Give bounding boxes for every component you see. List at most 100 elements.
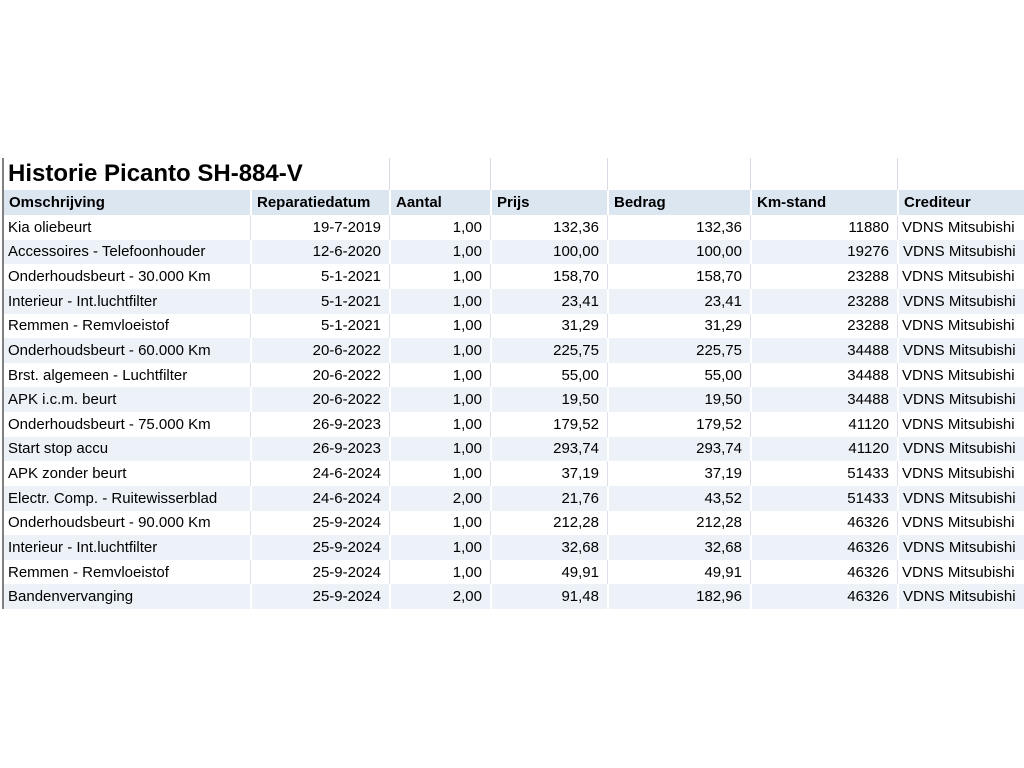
table-cell[interactable]: 19-7-2019 [250,215,389,240]
table-cell[interactable]: VDNS Mitsubishi [897,288,1024,314]
table-cell[interactable]: 158,70 [607,264,750,289]
column-header-bedrag[interactable]: Bedrag [607,190,750,215]
table-cell[interactable]: 19,50 [490,387,607,412]
table-cell[interactable]: 26-9-2023 [250,436,389,462]
table-cell[interactable]: 91,48 [490,584,607,609]
table-cell[interactable]: 212,28 [607,510,750,536]
table-cell[interactable]: 132,36 [490,215,607,240]
table-cell[interactable]: VDNS Mitsubishi [897,412,1024,437]
table-cell[interactable]: VDNS Mitsubishi [897,436,1024,462]
column-header-omschrijving[interactable]: Omschrijving [9,194,105,211]
table-cell[interactable]: 1,00 [389,288,490,314]
table-cell[interactable]: 31,29 [490,313,607,339]
table-cell[interactable]: 23,41 [490,288,607,314]
table-cell[interactable]: VDNS Mitsubishi [897,485,1024,511]
table-cell[interactable]: Bandenvervanging [8,588,134,606]
table-cell[interactable]: 55,00 [607,362,750,388]
column-header-crediteur[interactable]: Crediteur [897,190,1024,215]
table-cell[interactable]: 20-6-2022 [250,338,389,363]
table-cell[interactable]: VDNS Mitsubishi [897,387,1024,412]
table-cell[interactable]: 43,52 [607,485,750,511]
table-cell[interactable]: VDNS Mitsubishi [897,362,1024,388]
table-cell[interactable]: APK zonder beurt [8,465,127,483]
table-cell[interactable]: 51433 [750,461,897,486]
table-cell[interactable]: 225,75 [607,338,750,363]
table-cell[interactable]: Kia oliebeurt [8,218,92,236]
sheet-title[interactable]: Historie Picanto SH-884-V [8,160,303,187]
table-cell[interactable]: 293,74 [490,436,607,462]
table-cell[interactable]: 37,19 [607,461,750,486]
table-cell[interactable]: VDNS Mitsubishi [897,239,1024,265]
table-cell[interactable]: VDNS Mitsubishi [897,510,1024,536]
table-cell[interactable]: 23288 [750,264,897,289]
table-cell[interactable]: 34488 [750,338,897,363]
table-cell[interactable]: 225,75 [490,338,607,363]
table-cell[interactable]: Interieur - Int.luchtfilter [8,538,158,556]
table-cell[interactable]: 1,00 [389,313,490,339]
table-cell[interactable]: 100,00 [490,239,607,265]
table-cell[interactable]: 55,00 [490,362,607,388]
column-header-reparatiedatum[interactable]: Reparatiedatum [250,190,389,215]
table-cell[interactable]: Brst. algemeen - Luchtfilter [8,366,188,384]
table-cell[interactable]: 25-9-2024 [250,535,389,560]
table-cell[interactable]: 46326 [750,535,897,560]
table-cell[interactable]: 12-6-2020 [250,239,389,265]
table-cell[interactable]: Start stop accu [8,440,109,458]
table-cell[interactable]: VDNS Mitsubishi [897,313,1024,339]
table-cell[interactable]: VDNS Mitsubishi [897,215,1024,240]
column-header-prijs[interactable]: Prijs [490,190,607,215]
table-cell[interactable]: APK i.c.m. beurt [8,391,117,409]
table-cell[interactable]: 5-1-2021 [250,288,389,314]
table-cell[interactable]: 2,00 [389,584,490,609]
table-cell[interactable]: 41120 [750,436,897,462]
table-cell[interactable]: 5-1-2021 [250,313,389,339]
table-cell[interactable]: 37,19 [490,461,607,486]
table-cell[interactable]: 1,00 [389,338,490,363]
table-cell[interactable]: VDNS Mitsubishi [897,264,1024,289]
table-cell[interactable]: 11880 [750,215,897,240]
table-cell[interactable]: 179,52 [607,412,750,437]
table-cell[interactable]: 1,00 [389,239,490,265]
table-cell[interactable]: 32,68 [607,535,750,560]
table-cell[interactable]: 179,52 [490,412,607,437]
table-cell[interactable]: 158,70 [490,264,607,289]
table-cell[interactable]: Accessoires - Telefoonhouder [8,243,206,261]
table-cell[interactable]: 32,68 [490,535,607,560]
column-header-aantal[interactable]: Aantal [389,190,490,215]
table-cell[interactable]: Onderhoudsbeurt - 60.000 Km [8,341,211,359]
table-cell[interactable]: 25-9-2024 [250,510,389,536]
table-cell[interactable]: Interieur - Int.luchtfilter [8,292,158,310]
table-cell[interactable]: 1,00 [389,436,490,462]
table-cell[interactable]: 25-9-2024 [250,559,389,585]
table-cell[interactable]: Onderhoudsbeurt - 90.000 Km [8,514,211,532]
table-cell[interactable]: 49,91 [490,559,607,585]
table-cell[interactable]: VDNS Mitsubishi [897,584,1024,609]
table-cell[interactable]: 1,00 [389,264,490,289]
table-cell[interactable]: Remmen - Remvloeistof [8,317,169,335]
table-cell[interactable]: 1,00 [389,559,490,585]
table-cell[interactable]: 20-6-2022 [250,387,389,412]
table-cell[interactable]: VDNS Mitsubishi [897,338,1024,363]
table-cell[interactable]: 23288 [750,288,897,314]
table-cell[interactable]: 23,41 [607,288,750,314]
table-cell[interactable]: 132,36 [607,215,750,240]
table-cell[interactable]: 19,50 [607,387,750,412]
table-cell[interactable]: Remmen - Remvloeistof [8,563,169,581]
table-cell[interactable]: 5-1-2021 [250,264,389,289]
table-cell[interactable]: 100,00 [607,239,750,265]
table-cell[interactable]: 1,00 [389,215,490,240]
table-cell[interactable]: 26-9-2023 [250,412,389,437]
table-cell[interactable]: 46326 [750,559,897,585]
table-cell[interactable]: VDNS Mitsubishi [897,559,1024,585]
column-header-km-stand[interactable]: Km-stand [750,190,897,215]
table-cell[interactable]: 24-6-2024 [250,485,389,511]
table-cell[interactable]: VDNS Mitsubishi [897,461,1024,486]
table-cell[interactable]: 23288 [750,313,897,339]
table-cell[interactable]: 1,00 [389,461,490,486]
table-cell[interactable]: 2,00 [389,485,490,511]
table-cell[interactable]: Electr. Comp. - Ruitewisserblad [8,489,218,507]
table-cell[interactable]: 1,00 [389,412,490,437]
table-cell[interactable]: 46326 [750,510,897,536]
table-cell[interactable]: 46326 [750,584,897,609]
table-cell[interactable]: VDNS Mitsubishi [897,535,1024,560]
